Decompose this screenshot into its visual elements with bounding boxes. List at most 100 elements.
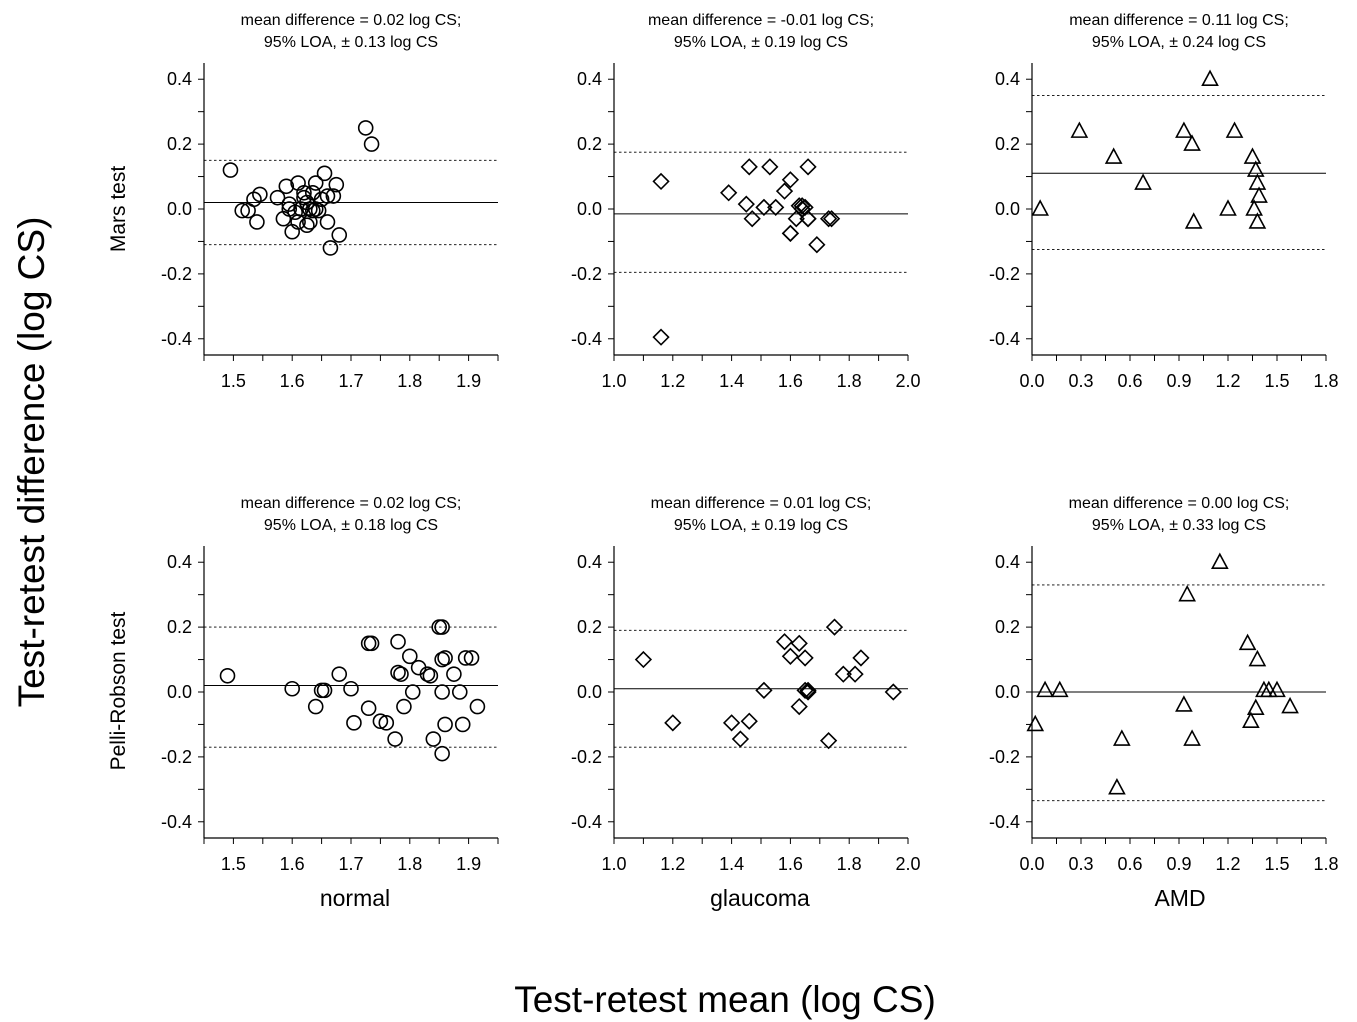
data-point-diamond [790, 697, 808, 716]
data-point-diamond [737, 195, 755, 213]
data-point-circle [304, 202, 321, 219]
data-point-circle [372, 713, 389, 730]
data-point-circle [446, 666, 462, 682]
data-point-diamond [767, 198, 785, 217]
data-point-circle [346, 715, 362, 731]
data-point-triangle [1238, 633, 1257, 651]
y-tick-label: 0.2 [577, 617, 602, 637]
y-tick-label: -0.2 [989, 747, 1020, 767]
data-point-triangle [1108, 778, 1126, 795]
data-point-triangle [1281, 696, 1299, 714]
x-tick-label: 1.2 [660, 854, 685, 874]
data-point-triangle [1248, 212, 1267, 229]
y-tick-label: -0.2 [989, 264, 1020, 284]
data-point-circle [434, 651, 450, 668]
x-tick-label: 0.9 [1166, 371, 1191, 391]
x-tick-label: 2.0 [895, 371, 920, 391]
x-tick-label: 1.7 [338, 371, 363, 391]
x-tick-label: 1.4 [719, 371, 744, 391]
panel-title-line: mean difference = 0.11 log CS; [1069, 12, 1289, 29]
data-point-triangle [1246, 698, 1265, 716]
data-point-circle [457, 650, 474, 666]
data-point-circle [360, 635, 377, 652]
y-tick-label: -0.4 [161, 329, 192, 349]
x-tick-label: 1.5 [1264, 371, 1289, 391]
data-point-diamond [796, 649, 814, 667]
data-point-diamond [731, 730, 750, 748]
data-point-triangle [1183, 729, 1201, 746]
data-point-diamond [819, 210, 838, 228]
figure-x-axis-label: Test-retest mean (log CS) [514, 979, 936, 1020]
panel-mars-normal: mean difference = 0.02 log CS; 95% LOA, ±… [161, 12, 499, 391]
data-point-triangle [1184, 212, 1203, 229]
panel-pelli-robson-glaucoma: mean difference = 0.01 log CS; 95% LOA, ±… [571, 495, 921, 874]
data-point-circle [425, 731, 442, 747]
x-tick-label: 1.2 [1215, 854, 1240, 874]
data-point-circle [463, 650, 480, 666]
y-tick-label: 0.2 [995, 617, 1020, 637]
data-point-circle [390, 633, 406, 650]
data-point-triangle [1243, 147, 1262, 164]
y-tick-label: -0.2 [161, 264, 192, 284]
data-point-circle [437, 650, 453, 666]
data-point-circle [269, 189, 286, 206]
x-tick-label: 1.8 [837, 371, 862, 391]
data-point-triangle [1219, 199, 1237, 216]
data-point-triangle [1070, 121, 1089, 138]
data-point-circle [343, 680, 359, 697]
data-point-circle [396, 698, 412, 715]
data-point-circle [325, 188, 342, 204]
data-point-diamond [722, 714, 741, 732]
data-point-diamond [755, 681, 773, 700]
data-point-circle [328, 176, 345, 193]
panel-title-line: mean difference = 0.02 log CS; [241, 12, 462, 29]
data-point-triangle [1031, 199, 1050, 216]
data-point-circle [284, 680, 301, 697]
data-point-triangle [1268, 680, 1286, 698]
data-point-diamond [822, 210, 841, 228]
data-point-circle [422, 667, 439, 684]
data-point-triangle [1050, 680, 1069, 698]
data-point-diamond [781, 224, 800, 242]
data-point-circle [310, 202, 327, 219]
y-tick-label: -0.4 [161, 812, 192, 832]
x-tick-label: 0.3 [1068, 371, 1093, 391]
data-point-triangle [1104, 147, 1123, 164]
data-point-triangle [1175, 121, 1193, 138]
panel-title-line: 95% LOA, ± 0.13 log CS [264, 34, 438, 51]
col-label-glaucoma: glaucoma [710, 885, 810, 911]
data-point-circle [363, 635, 380, 652]
row-label-pelli-robson: Pelli-Robson test [107, 611, 130, 770]
x-tick-label: 0.6 [1117, 371, 1142, 391]
panel-title-line: 95% LOA, ± 0.33 log CS [1092, 517, 1266, 534]
data-point-triangle [1225, 121, 1244, 138]
data-point-triangle [1036, 680, 1054, 698]
data-point-diamond [634, 650, 653, 669]
data-point-diamond [799, 158, 817, 176]
y-tick-label: 0.0 [995, 682, 1020, 702]
data-point-triangle [1250, 186, 1268, 203]
col-label-amd: AMD [1154, 885, 1205, 911]
panel-title-line: mean difference = 0.01 log CS; [651, 495, 872, 512]
x-tick-label: 1.8 [837, 854, 862, 874]
x-tick-label: 0.0 [1019, 371, 1044, 391]
y-tick-label: 0.4 [995, 552, 1020, 572]
data-point-circle [319, 214, 336, 230]
y-tick-label: 0.0 [577, 682, 602, 702]
data-point-diamond [790, 634, 808, 652]
data-point-triangle [1175, 695, 1193, 712]
data-point-circle [307, 175, 324, 191]
data-point-triangle [1242, 711, 1260, 729]
data-point-diamond [825, 618, 844, 636]
data-point-circle [390, 664, 406, 681]
x-tick-label: 2.0 [895, 854, 920, 874]
x-tick-label: 1.6 [280, 854, 305, 874]
data-point-diamond [775, 633, 794, 651]
y-tick-label: 0.4 [167, 552, 192, 572]
panel-title-line: 95% LOA, ± 0.24 log CS [1092, 34, 1266, 51]
panel-title-line: mean difference = 0.00 log CS; [1069, 495, 1290, 512]
x-tick-label: 1.6 [778, 854, 803, 874]
x-tick-label: 1.5 [1264, 854, 1289, 874]
data-point-circle [331, 227, 348, 243]
